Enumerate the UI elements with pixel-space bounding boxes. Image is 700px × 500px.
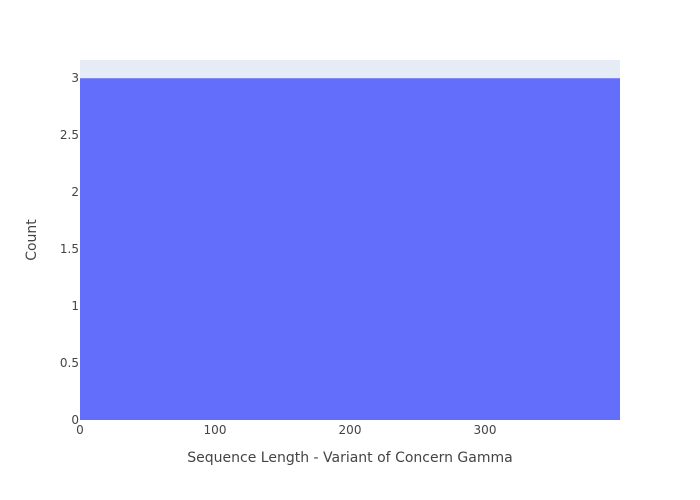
- x-tick-label: 0: [76, 423, 84, 437]
- y-tick-label: 0: [71, 413, 79, 427]
- histogram-bar: [80, 78, 620, 421]
- y-tick-label: 2.5: [60, 128, 79, 142]
- x-tick-label: 100: [204, 423, 227, 437]
- y-tick-label: 3: [71, 71, 79, 85]
- y-tick-label: 0.5: [60, 356, 79, 370]
- y-tick-label: 1: [71, 299, 79, 313]
- bars-group: [80, 78, 620, 421]
- x-tick-labels: 0 100 200 300: [76, 423, 496, 437]
- y-tick-labels: 0 0.5 1 1.5 2 2.5 3: [60, 71, 79, 427]
- y-axis-title: Count: [24, 219, 40, 261]
- y-tick-label: 2: [71, 185, 79, 199]
- x-tick-label: 200: [339, 423, 362, 437]
- x-tick-label: 300: [474, 423, 497, 437]
- y-tick-label: 1.5: [60, 242, 79, 256]
- x-axis-title: Sequence Length - Variant of Concern Gam…: [187, 450, 512, 466]
